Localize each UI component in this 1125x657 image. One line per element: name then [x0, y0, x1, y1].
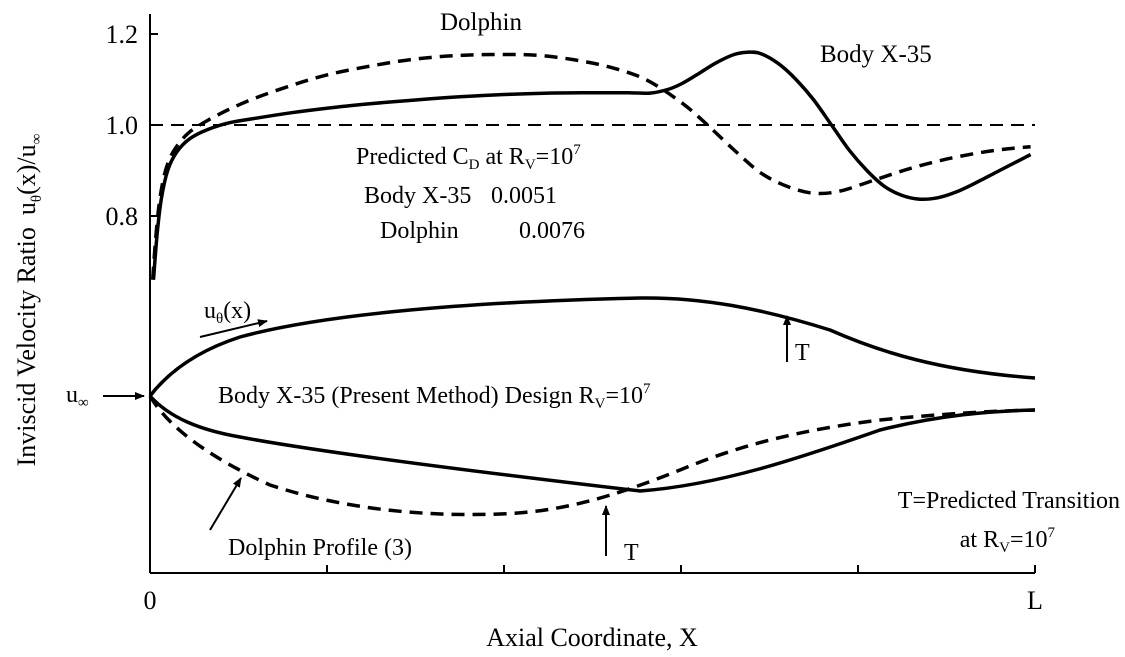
design-label: Body X-35 (Present Method) Design RV=107: [218, 381, 651, 412]
y-tick-label-1: 1.0: [106, 111, 139, 140]
series-line-dolphin: [150, 52, 1031, 280]
x-tick-label-0: 0: [144, 586, 157, 615]
cd-row-body-value: 0.0051: [491, 183, 557, 209]
cd-row-dolphin-value: 0.0076: [519, 218, 585, 244]
u-theta-arrow: [199, 319, 268, 338]
dolphin-series-label: Dolphin: [440, 9, 522, 36]
dolphin-profile-label: Dolphin Profile (3): [228, 535, 412, 561]
body-x35-upper-profile: [148, 296, 1036, 398]
y-ticks: 0.8 1.0 1.2: [106, 20, 158, 231]
cd-title: Predicted CD at RV=107: [356, 142, 581, 173]
profile-diagram: [103, 296, 1036, 556]
body-x35-lower-profile: [148, 394, 1036, 493]
u-theta-label: uθ(x): [204, 298, 251, 327]
transition-label-lower: T: [624, 540, 639, 566]
x-axis-label: Axial Coordinate, X: [486, 623, 698, 652]
dolphin-profile-arrow: [209, 477, 242, 531]
transition-legend-line2: at RV=107: [960, 525, 1056, 556]
transition-label-upper: T: [795, 340, 810, 366]
y-tick-label-0: 0.8: [106, 202, 139, 231]
transition-legend-line1: T=Predicted Transition: [898, 488, 1120, 514]
dolphin-lower-profile: [148, 395, 1036, 517]
cd-row-dolphin-name: Dolphin: [380, 218, 459, 244]
y-tick-label-2: 1.2: [106, 20, 139, 49]
series-layer: [150, 50, 1032, 280]
x-tick-label-5: L: [1027, 586, 1043, 615]
series-line-body-x-35: [151, 50, 1032, 280]
y-axis-label: Inviscid Velocity Ratiouθ(x)/u∞: [12, 134, 45, 467]
u-inf-label: u∞: [66, 382, 89, 411]
body-x35-series-label: Body X-35: [820, 41, 932, 68]
cd-row-body-name: Body X-35: [364, 183, 471, 209]
